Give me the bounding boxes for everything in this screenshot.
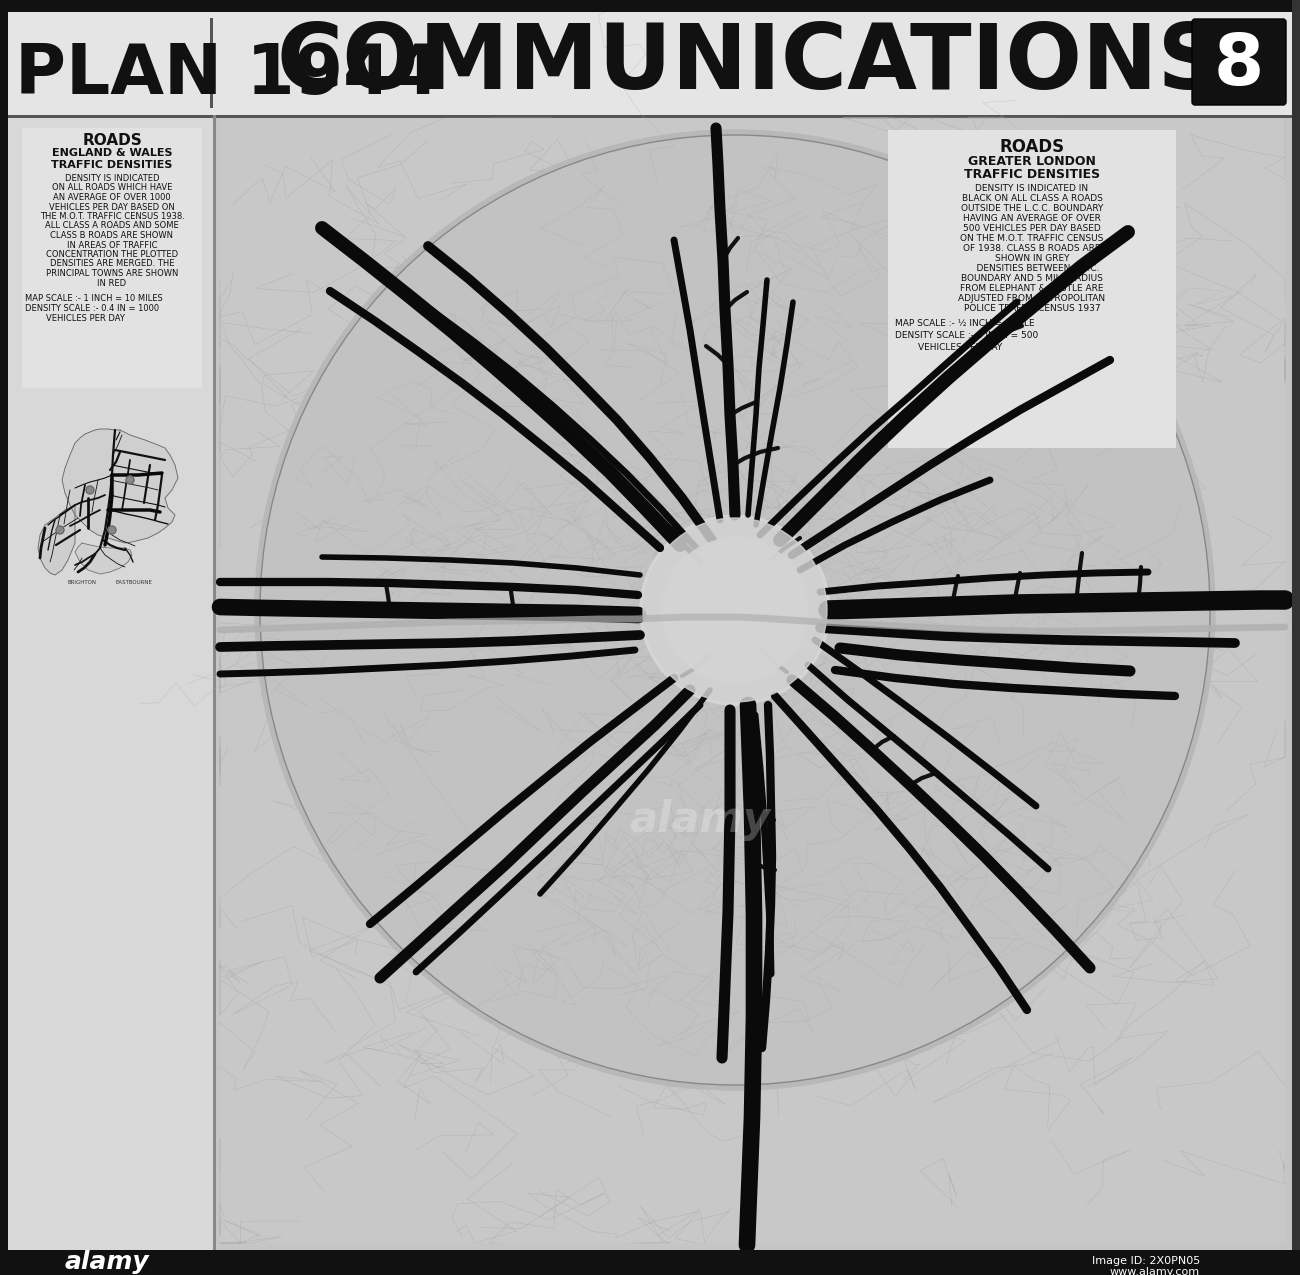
Circle shape — [108, 527, 116, 534]
Text: PRINCIPAL TOWNS ARE SHOWN: PRINCIPAL TOWNS ARE SHOWN — [46, 269, 178, 278]
Text: MAP SCALE :- 1 INCH = 10 MILES: MAP SCALE :- 1 INCH = 10 MILES — [25, 295, 162, 303]
Text: FROM ELEPHANT & CASTLE ARE: FROM ELEPHANT & CASTLE ARE — [961, 284, 1104, 293]
Bar — [213, 115, 216, 1250]
Bar — [8, 11, 1292, 120]
Bar — [0, 0, 8, 1275]
Text: PLAN 1944: PLAN 1944 — [16, 41, 439, 108]
Text: EASTBOURNE: EASTBOURNE — [114, 580, 152, 585]
Text: DENSITIES ARE MERGED. THE: DENSITIES ARE MERGED. THE — [49, 260, 174, 269]
Text: alamy: alamy — [629, 799, 771, 842]
Text: IN AREAS OF TRAFFIC: IN AREAS OF TRAFFIC — [66, 241, 157, 250]
Polygon shape — [38, 505, 75, 575]
Text: ON THE M.O.T. TRAFFIC CENSUS: ON THE M.O.T. TRAFFIC CENSUS — [961, 235, 1104, 244]
Bar — [8, 115, 216, 1250]
Text: ENGLAND & WALES: ENGLAND & WALES — [52, 148, 172, 158]
Text: ALL CLASS A ROADS AND SOME: ALL CLASS A ROADS AND SOME — [46, 222, 179, 231]
FancyBboxPatch shape — [1192, 19, 1286, 105]
Text: www.alamy.com: www.alamy.com — [1110, 1267, 1200, 1275]
Text: DENSITY SCALE :- 0.4 IN = 1000: DENSITY SCALE :- 0.4 IN = 1000 — [25, 303, 159, 312]
Polygon shape — [62, 428, 178, 543]
Text: OUTSIDE THE L.C.C. BOUNDARY: OUTSIDE THE L.C.C. BOUNDARY — [961, 204, 1104, 213]
Text: ON ALL ROADS WHICH HAVE: ON ALL ROADS WHICH HAVE — [52, 184, 172, 193]
Text: VEHICLES PER DAY: VEHICLES PER DAY — [894, 343, 1002, 352]
Bar — [22, 128, 202, 388]
Text: ROADS: ROADS — [82, 133, 142, 148]
Text: 500 VEHICLES PER DAY BASED: 500 VEHICLES PER DAY BASED — [963, 224, 1101, 233]
Circle shape — [126, 476, 134, 484]
Text: AN AVERAGE OF OVER 1000: AN AVERAGE OF OVER 1000 — [53, 193, 170, 201]
Text: DENSITIES BETWEEN L.C.C.: DENSITIES BETWEEN L.C.C. — [965, 264, 1100, 273]
Text: THE M.O.T. TRAFFIC CENSUS 1938.: THE M.O.T. TRAFFIC CENSUS 1938. — [39, 212, 185, 221]
Text: TRAFFIC DENSITIES: TRAFFIC DENSITIES — [51, 159, 173, 170]
Circle shape — [660, 536, 810, 685]
Text: VEHICLES PER DAY BASED ON: VEHICLES PER DAY BASED ON — [49, 203, 176, 212]
Bar — [211, 18, 213, 108]
Text: GREATER LONDON: GREATER LONDON — [968, 156, 1096, 168]
Text: ADJUSTED FROM METROPOLITAN: ADJUSTED FROM METROPOLITAN — [958, 295, 1105, 303]
Circle shape — [86, 486, 94, 493]
Bar — [216, 115, 1292, 1250]
Bar — [8, 115, 1292, 119]
Text: BRIGHTON: BRIGHTON — [68, 580, 98, 585]
Text: HAVING AN AVERAGE OF OVER: HAVING AN AVERAGE OF OVER — [963, 214, 1101, 223]
Text: BLACK ON ALL CLASS A ROADS: BLACK ON ALL CLASS A ROADS — [962, 194, 1102, 203]
Text: MAP SCALE :- ½ INCH = 1 MILE: MAP SCALE :- ½ INCH = 1 MILE — [894, 319, 1035, 328]
Bar — [0, 1250, 1300, 1275]
Bar — [888, 130, 1176, 448]
Bar — [220, 119, 1284, 1243]
Text: POLICE TRAFFIC CENSUS 1937: POLICE TRAFFIC CENSUS 1937 — [963, 303, 1100, 312]
Circle shape — [260, 135, 1210, 1085]
Text: DENSITY SCALE :- 4 INCH = 500: DENSITY SCALE :- 4 INCH = 500 — [894, 332, 1039, 340]
Text: DENSITY IS INDICATED: DENSITY IS INDICATED — [65, 173, 159, 184]
Text: ROADS: ROADS — [1000, 138, 1065, 156]
Text: COMMUNICATIONS: COMMUNICATIONS — [277, 20, 1223, 108]
Circle shape — [663, 538, 807, 682]
Text: CONCENTRATION THE PLOTTED: CONCENTRATION THE PLOTTED — [46, 250, 178, 259]
Text: SHOWN IN GREY: SHOWN IN GREY — [994, 254, 1069, 263]
Bar — [1292, 0, 1300, 1275]
Text: IN RED: IN RED — [98, 278, 126, 287]
Text: TRAFFIC DENSITIES: TRAFFIC DENSITIES — [963, 168, 1100, 181]
Circle shape — [255, 130, 1216, 1090]
Text: BOUNDARY AND 5 MILE RADIUS: BOUNDARY AND 5 MILE RADIUS — [961, 274, 1102, 283]
Text: alamy: alamy — [65, 1250, 150, 1274]
Bar — [0, 1250, 1300, 1275]
Circle shape — [640, 515, 829, 705]
Text: OF 1938. CLASS B ROADS ARE: OF 1938. CLASS B ROADS ARE — [963, 244, 1101, 252]
Text: 8: 8 — [1214, 31, 1264, 99]
Text: CLASS B ROADS ARE SHOWN: CLASS B ROADS ARE SHOWN — [51, 231, 173, 240]
Bar — [0, 0, 1300, 11]
Text: VEHICLES PER DAY: VEHICLES PER DAY — [25, 314, 125, 323]
Circle shape — [644, 518, 827, 703]
Polygon shape — [75, 543, 133, 574]
Text: Image ID: 2X0PN05: Image ID: 2X0PN05 — [1092, 1256, 1200, 1266]
Circle shape — [56, 527, 64, 534]
Text: DENSITY IS INDICATED IN: DENSITY IS INDICATED IN — [975, 184, 1088, 193]
